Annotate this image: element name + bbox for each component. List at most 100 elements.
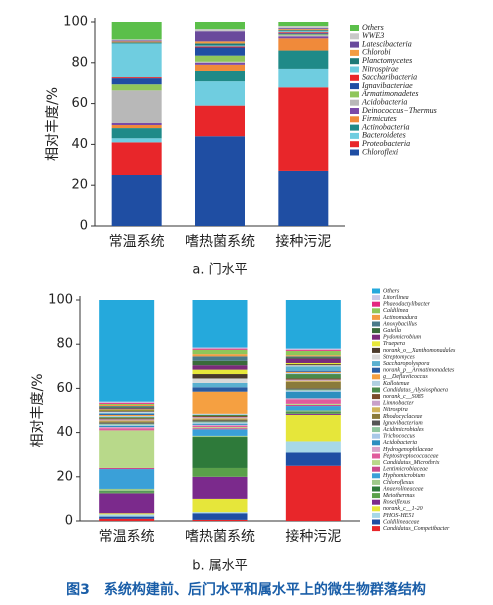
- legend-label: Acidobacteria: [382, 440, 417, 446]
- bar-segment: [285, 356, 341, 358]
- bar-segment: [192, 429, 248, 436]
- legend-swatch: [372, 361, 380, 367]
- y-tick-label: 80: [56, 337, 73, 352]
- bar-segment: [192, 369, 248, 375]
- bar-segment: [285, 412, 341, 414]
- legend-label: Anaerolineaceae: [382, 486, 424, 492]
- bar-segment: [192, 435, 248, 438]
- x-tick-label: 常温系统: [99, 529, 155, 545]
- legend-label: Anoxybacillus: [382, 321, 418, 327]
- bar-segment: [192, 378, 248, 383]
- legend-label: Litorilinea: [382, 295, 409, 301]
- legend-label: Candidatus_Competibacter: [383, 526, 450, 532]
- legend-swatch: [372, 334, 380, 340]
- chart-caption: b. 属水平: [192, 559, 248, 574]
- bar-segment: [285, 378, 341, 380]
- bar-segment: [285, 452, 341, 466]
- legend-swatch: [350, 25, 359, 31]
- legend-swatch: [350, 66, 359, 73]
- bar-segment: [192, 513, 248, 520]
- legend-label: Ignavibacteriae: [361, 81, 413, 90]
- legend-swatch: [372, 374, 380, 380]
- bar-segment: [99, 518, 155, 521]
- bar-segment: [99, 402, 155, 404]
- chart-caption: a. 门水平: [192, 263, 247, 278]
- bar-segment: [285, 380, 341, 382]
- bar-segment: [195, 46, 245, 48]
- bar-segment: [99, 492, 155, 494]
- legend-swatch: [372, 526, 380, 532]
- legend-label: Rhodocyclaceae: [382, 414, 423, 420]
- bar-segment: [99, 488, 155, 492]
- bar-segment: [99, 418, 155, 420]
- bar-segment: [192, 419, 248, 421]
- legend-swatch: [372, 420, 380, 426]
- bar-segment: [195, 61, 245, 63]
- bar-segment: [99, 419, 155, 421]
- bar-segment: [192, 421, 248, 423]
- bar-segment: [99, 420, 155, 422]
- bar-segment: [285, 300, 341, 349]
- y-tick-label: 0: [65, 514, 73, 529]
- legend-label: g__Defluviicoccus: [383, 373, 428, 380]
- bar-segment: [99, 516, 155, 519]
- legend-swatch: [350, 116, 359, 123]
- bar-segment: [278, 33, 329, 35]
- legend-swatch: [372, 321, 380, 327]
- bar-segment: [278, 29, 329, 31]
- bar-segment: [285, 414, 341, 442]
- bar-segment: [285, 364, 341, 366]
- bar-segment: [285, 355, 341, 357]
- bar-segment: [192, 414, 248, 417]
- legend-swatch: [350, 108, 359, 114]
- legend-swatch: [350, 132, 359, 139]
- legend-swatch: [372, 446, 380, 452]
- bar-segment: [111, 77, 162, 79]
- legend-swatch: [350, 91, 359, 98]
- bar-segment: [111, 22, 162, 40]
- bar-segment: [111, 142, 162, 175]
- bar-segment: [195, 136, 245, 226]
- legend-swatch: [372, 473, 380, 479]
- bar-segment: [285, 390, 341, 392]
- legend-swatch: [372, 427, 380, 433]
- legend-label: Chlorobi: [362, 48, 391, 57]
- legend-swatch: [350, 99, 359, 106]
- bar-segment: [192, 300, 248, 348]
- bar-segment: [285, 371, 341, 373]
- legend-label: Gaiella: [383, 328, 401, 334]
- bar-segment: [285, 398, 341, 400]
- legend-label: Firmicutes: [361, 114, 397, 123]
- bar-segment: [111, 122, 162, 126]
- legend-label: Caldilineaceae: [383, 519, 420, 525]
- y-tick-label: 60: [56, 381, 73, 396]
- legend-label: Roseiflexus: [382, 499, 411, 506]
- bar-segment: [285, 441, 341, 453]
- bar-segment: [99, 416, 155, 418]
- legend-swatch: [350, 149, 359, 156]
- y-tick-label: 0: [80, 219, 88, 234]
- bar-segment: [99, 401, 155, 403]
- legend-label: Kallotenue: [382, 381, 410, 387]
- legend-swatch: [372, 499, 380, 505]
- bar-segment: [285, 370, 341, 372]
- bar-segment: [285, 349, 341, 351]
- legend-swatch: [350, 49, 359, 56]
- y-tick-label: 100: [48, 293, 73, 308]
- legend-label: Trichococcus: [383, 434, 416, 440]
- legend-label: Proteobacteria: [361, 139, 410, 148]
- legend-swatch: [350, 141, 359, 148]
- bar-segment: [285, 389, 341, 391]
- bar-segment: [195, 41, 245, 44]
- y-tick-label: 100: [63, 15, 88, 30]
- legend-swatch: [372, 466, 380, 472]
- bar-segment: [99, 493, 155, 514]
- bar-segment: [192, 354, 248, 357]
- bar-segment: [192, 424, 248, 426]
- bar-segment: [195, 47, 245, 56]
- bar-segment: [195, 31, 245, 42]
- bar-segment: [195, 43, 245, 46]
- legend-label: Armatimonadetes: [361, 89, 418, 98]
- legend-label: Peptostreptococcaceae: [382, 453, 439, 459]
